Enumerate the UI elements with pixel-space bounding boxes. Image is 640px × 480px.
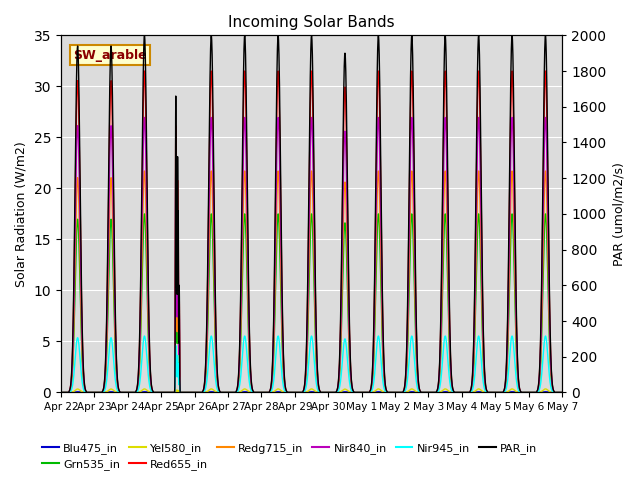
Y-axis label: PAR (umol/m2/s): PAR (umol/m2/s) xyxy=(612,162,625,266)
Y-axis label: Solar Radiation (W/m2): Solar Radiation (W/m2) xyxy=(15,141,28,287)
Legend: Blu475_in, Grn535_in, Yel580_in, Red655_in, Redg715_in, Nir840_in, Nir945_in, PA: Blu475_in, Grn535_in, Yel580_in, Red655_… xyxy=(38,438,542,474)
Text: SW_arable: SW_arable xyxy=(74,48,147,61)
Title: Incoming Solar Bands: Incoming Solar Bands xyxy=(228,15,395,30)
